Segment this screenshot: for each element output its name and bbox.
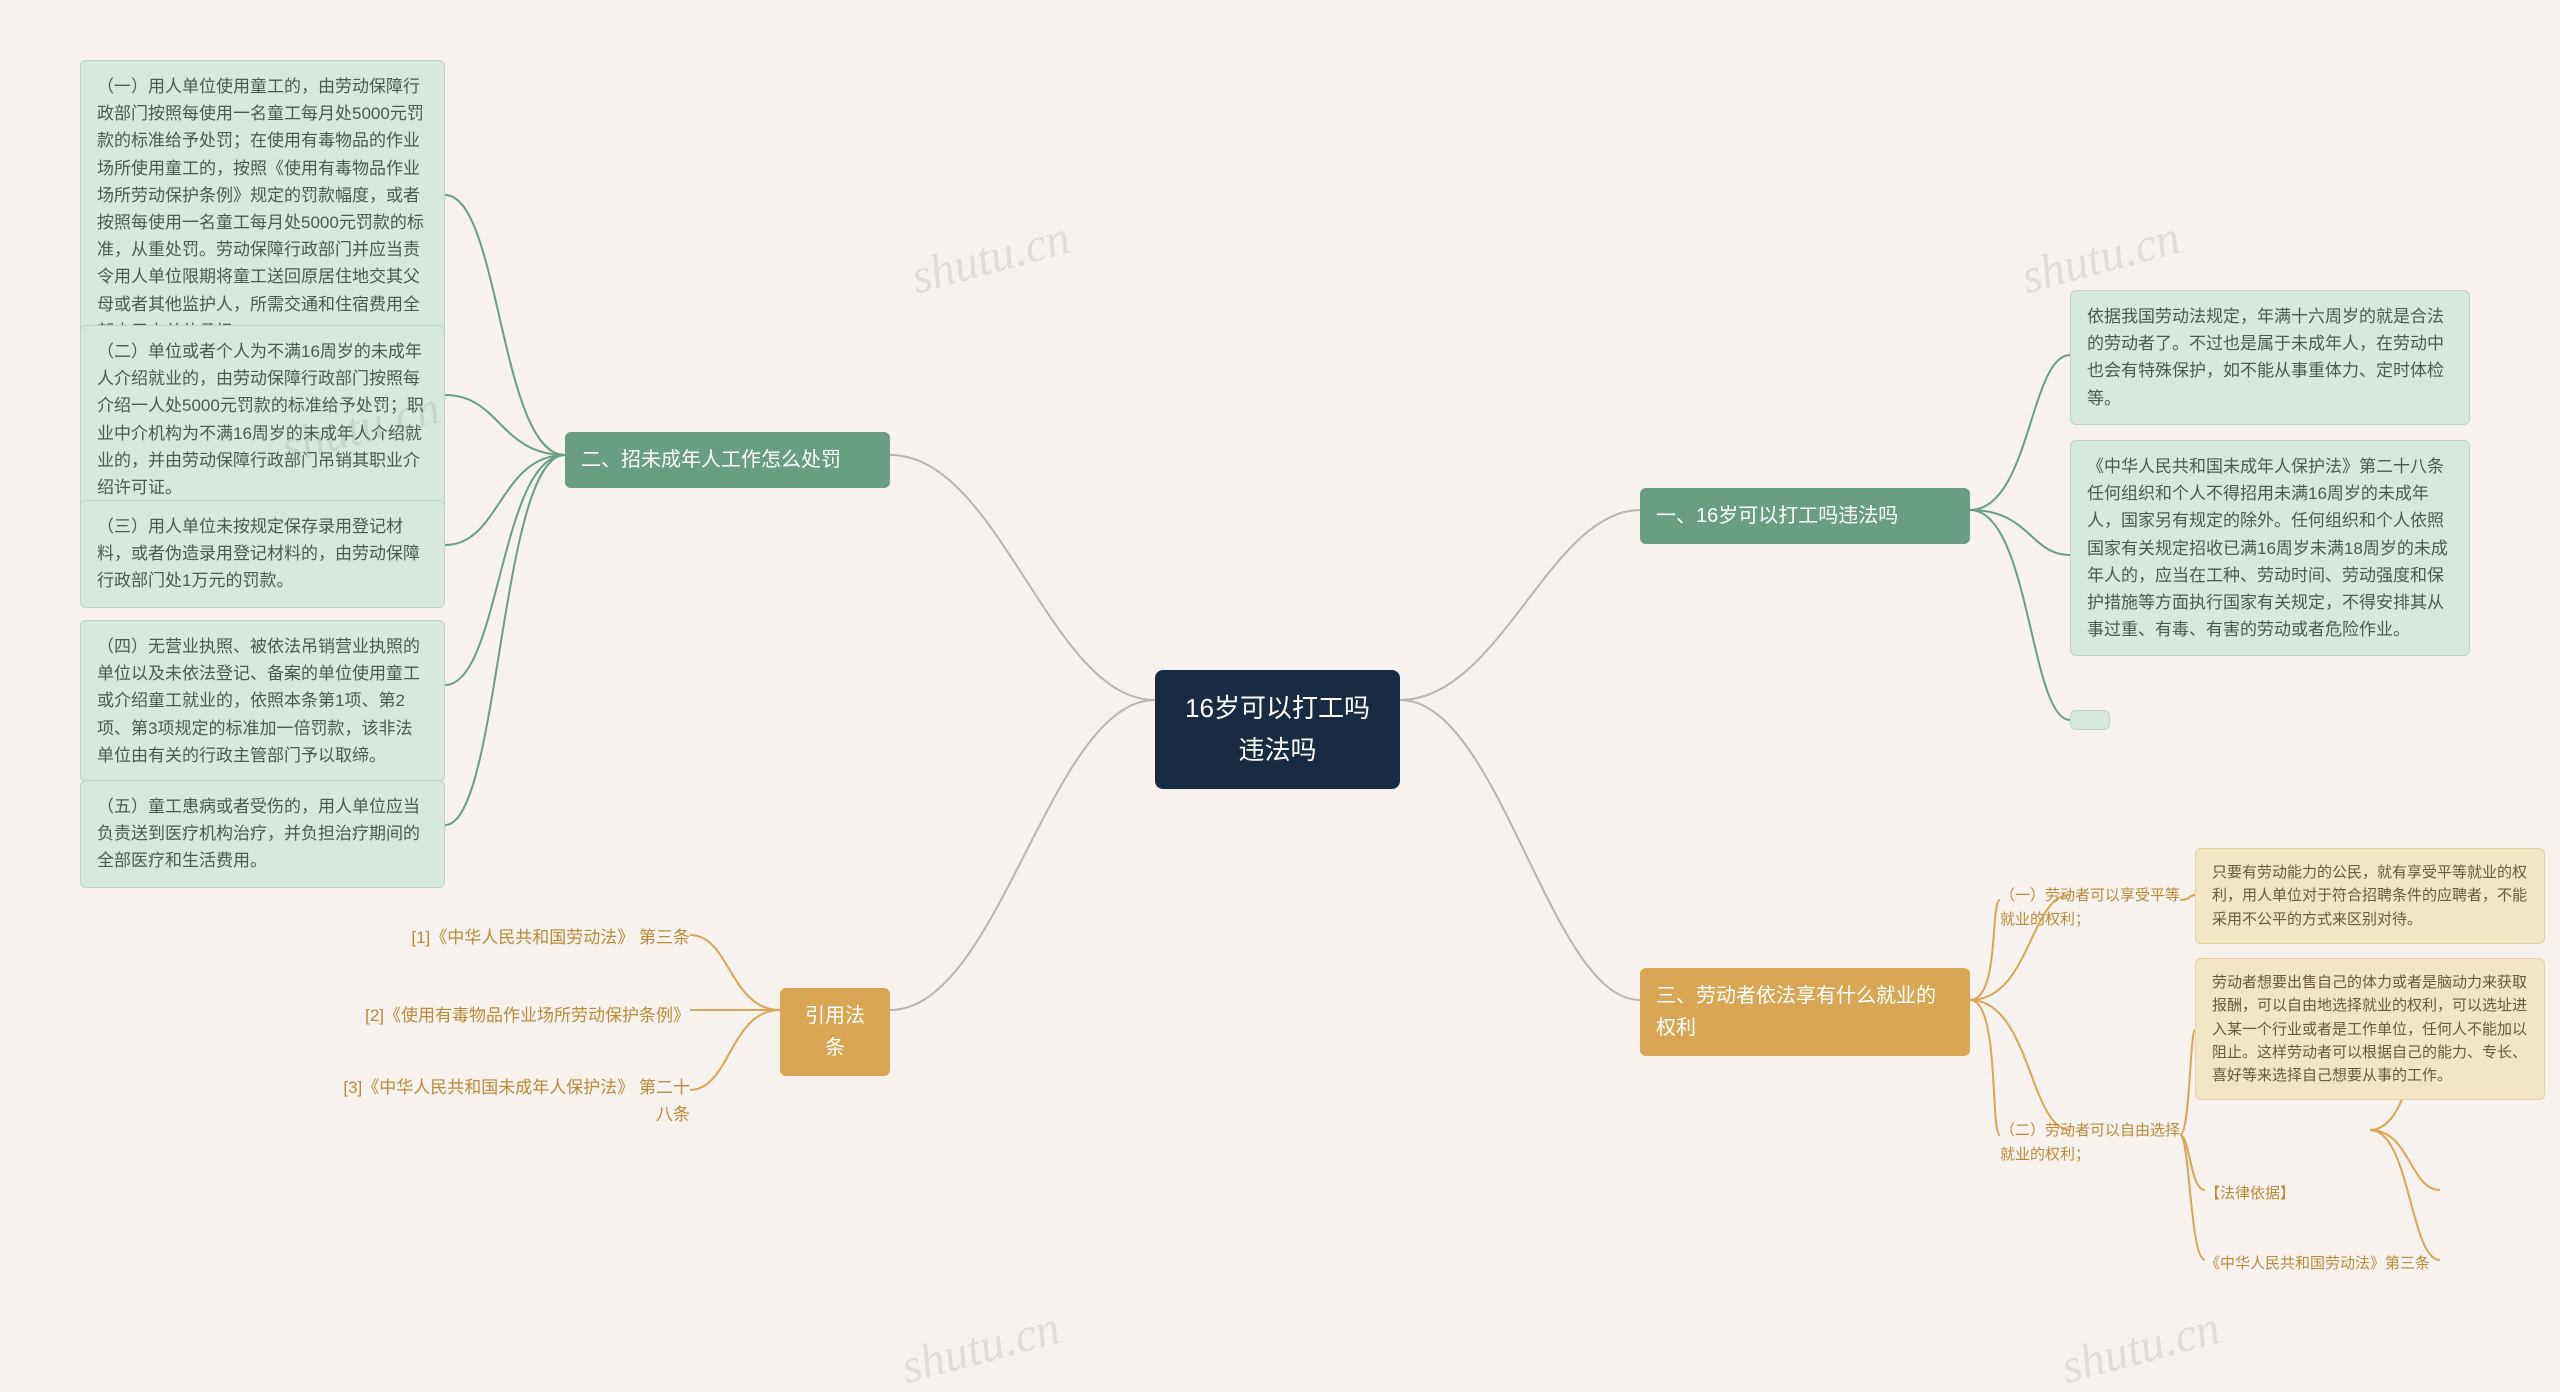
- branch-one-leaf-0: 依据我国劳动法规定，年满十六周岁的就是合法的劳动者了。不过也是属于未成年人，在劳…: [2070, 290, 2470, 425]
- branch-two[interactable]: 二、招未成年人工作怎么处罚: [565, 432, 890, 488]
- branch-one-leaf-stub: [2070, 710, 2110, 730]
- branch-three-item-0: （一）劳动者可以享受平等就业的权利；: [2000, 880, 2180, 936]
- ref-leaf-2: [3]《中华人民共和国未成年人保护法》 第二十八条: [330, 1070, 690, 1132]
- branch-ref[interactable]: 引用法条: [780, 988, 890, 1076]
- branch-one-leaf-1: 《中华人民共和国未成年人保护法》第二十八条 任何组织和个人不得招用未满16周岁的…: [2070, 440, 2470, 656]
- branch-three-item-1: （二）劳动者可以自由选择就业的权利；: [2000, 1115, 2180, 1171]
- branch-two-leaf-4: （五）童工患病或者受伤的，用人单位应当负责送到医疗机构治疗，并负担治疗期间的全部…: [80, 780, 445, 888]
- three-detail-1c: 《中华人民共和国劳动法》第三条: [2205, 1248, 2545, 1280]
- branch-two-leaf-2: （三）用人单位未按规定保存录用登记材料，或者伪造录用登记材料的，由劳动保障行政部…: [80, 500, 445, 608]
- branch-two-leaf-3: （四）无营业执照、被依法吊销营业执照的单位以及未依法登记、备案的单位使用童工或介…: [80, 620, 445, 782]
- branch-two-leaf-0: （一）用人单位使用童工的，由劳动保障行政部门按照每使用一名童工每月处5000元罚…: [80, 60, 445, 358]
- branch-one[interactable]: 一、16岁可以打工吗违法吗: [1640, 488, 1970, 544]
- ref-leaf-1: [2]《使用有毒物品作业场所劳动保护条例》: [320, 998, 690, 1033]
- branch-three[interactable]: 三、劳动者依法享有什么就业的权利: [1640, 968, 1970, 1056]
- ref-leaf-0: [1]《中华人民共和国劳动法》 第三条: [370, 920, 690, 955]
- branch-two-leaf-1: （二）单位或者个人为不满16周岁的未成年人介绍就业的，由劳动保障行政部门按照每介…: [80, 325, 445, 514]
- root-node[interactable]: 16岁可以打工吗违法吗: [1155, 670, 1400, 789]
- three-detail-1a: 劳动者想要出售自己的体力或者是脑动力来获取报酬，可以自由地选择就业的权利，可以选…: [2195, 958, 2545, 1100]
- three-detail-1b: 【法律依据】: [2205, 1178, 2545, 1210]
- three-detail-0: 只要有劳动能力的公民，就有享受平等就业的权利，用人单位对于符合招聘条件的应聘者，…: [2195, 848, 2545, 944]
